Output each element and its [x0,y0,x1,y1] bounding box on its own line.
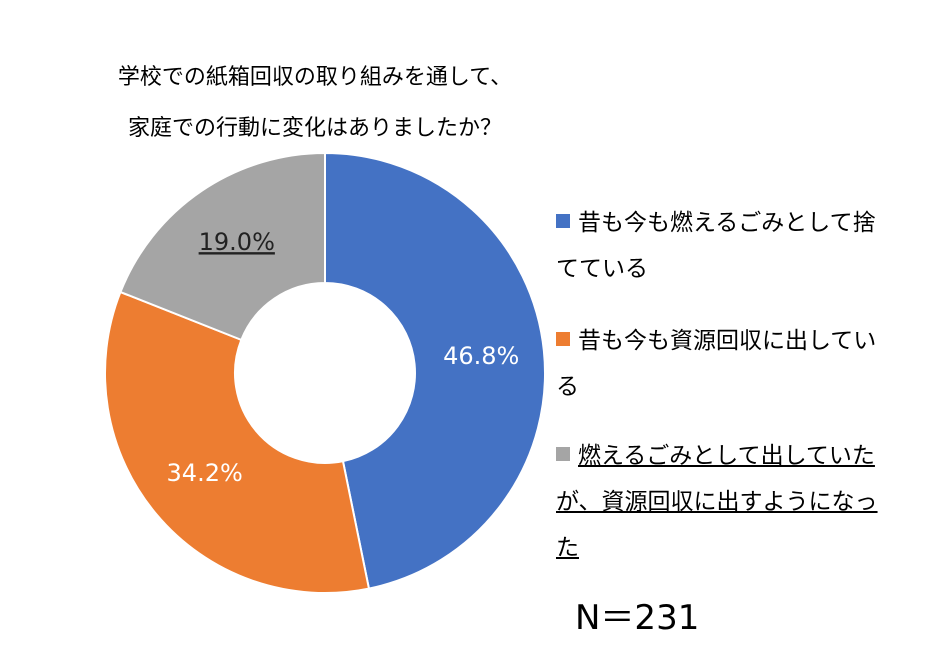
legend-label: 昔も今も資源回収に出している [556,328,877,400]
legend-entry: 燃えるごみとして出していたが、資源回収に出すようになった [556,433,896,571]
legend-swatch [556,332,570,346]
legend-entry: 昔も今も資源回収に出している [556,318,896,410]
data-label: 46.8% [443,342,519,370]
legend-label: 昔も今も燃えるごみとして捨てている [556,210,876,282]
slice [119,151,326,342]
slice [324,151,546,590]
data-label: 34.2% [167,459,243,487]
legend-entry: 昔も今も燃えるごみとして捨てている [556,200,896,292]
chart-title: 家庭での行動に変化はありましたか？ [128,116,502,141]
slice [104,290,371,594]
data-label: 19.0% [199,228,275,256]
chart-title: 学校での紙箱回収の取り組みを通して、 [118,65,512,90]
legend-swatch [556,447,570,461]
legend-label: 燃えるごみとして出していたが、資源回収に出すようになった [556,443,878,561]
legend-swatch [556,214,570,228]
annotation: N＝231 [575,598,700,638]
